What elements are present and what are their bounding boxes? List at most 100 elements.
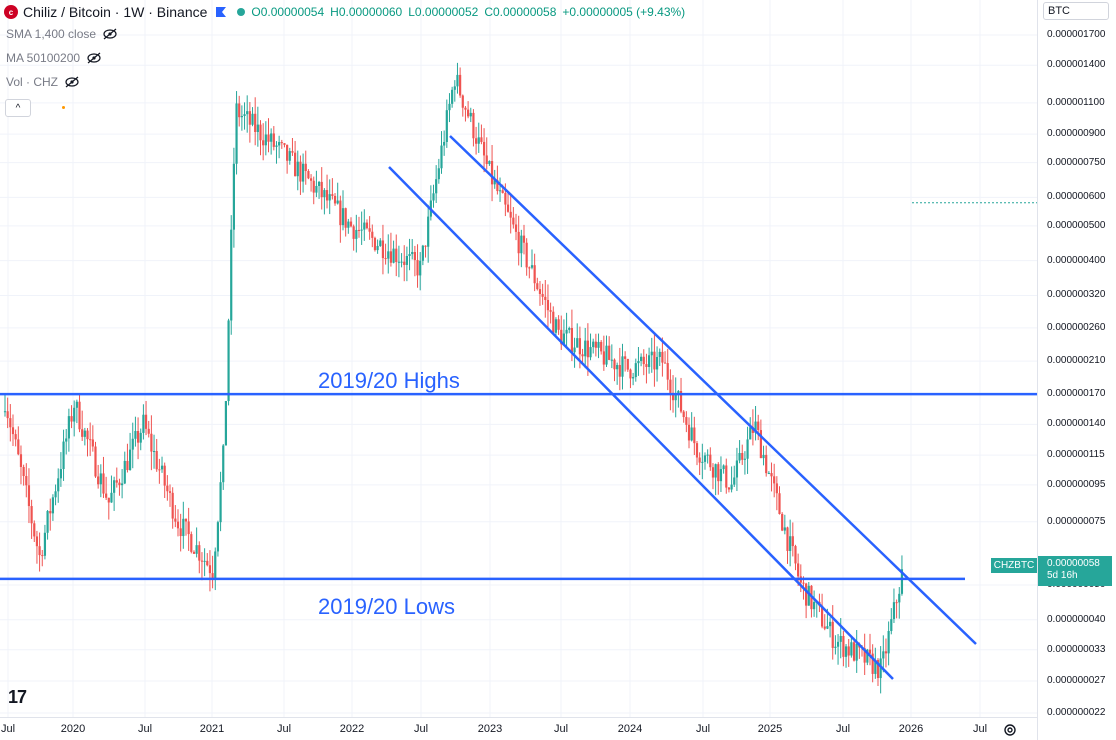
candle-body bbox=[144, 414, 148, 429]
candle-body bbox=[536, 283, 539, 290]
indicator-ma[interactable]: MA 50100200 bbox=[6, 51, 102, 65]
candle-body bbox=[235, 103, 238, 164]
candle-body bbox=[115, 480, 118, 483]
annotation-highs: 2019/20 Highs bbox=[318, 368, 460, 393]
candle-body bbox=[280, 142, 283, 144]
candle-body bbox=[166, 485, 169, 492]
candle-body bbox=[168, 491, 172, 493]
channel-lower-line bbox=[388, 166, 894, 680]
indicator-sma[interactable]: SMA 1,400 close bbox=[6, 27, 118, 41]
candle-body bbox=[286, 144, 289, 161]
candle-body bbox=[517, 231, 520, 254]
candle-body bbox=[474, 138, 478, 144]
candle-body bbox=[363, 222, 366, 230]
price-tick-label: 0.000001700 bbox=[1047, 29, 1106, 40]
candle-body bbox=[506, 204, 510, 212]
candle-body bbox=[570, 327, 574, 353]
candle-body bbox=[703, 455, 707, 462]
candle-body bbox=[538, 289, 542, 294]
candle-body bbox=[874, 659, 877, 674]
candle-body bbox=[767, 473, 770, 475]
settings-icon[interactable] bbox=[1003, 723, 1017, 737]
candle-body bbox=[624, 356, 627, 359]
candle-body bbox=[512, 217, 515, 225]
price-tick-label: 0.000000600 bbox=[1047, 191, 1106, 203]
candle-body bbox=[594, 341, 597, 348]
candle-body bbox=[158, 469, 161, 471]
candle-body bbox=[198, 545, 201, 561]
candle-body bbox=[243, 114, 246, 116]
time-tick-label: Jul bbox=[413, 723, 429, 735]
candle-body bbox=[608, 345, 611, 360]
candle-body bbox=[866, 649, 869, 663]
candle-body bbox=[605, 345, 608, 365]
candle-body bbox=[381, 240, 385, 259]
eye-hidden-icon[interactable] bbox=[86, 52, 102, 64]
candle-body bbox=[640, 356, 643, 362]
candle-body bbox=[30, 506, 33, 524]
price-axis[interactable]: 0.000001700 0.000001400 0.000001100 0.00000… bbox=[1037, 0, 1116, 740]
candle-body bbox=[75, 401, 78, 408]
candle-body bbox=[541, 293, 544, 297]
candle-body bbox=[182, 518, 185, 537]
candle-body bbox=[288, 151, 291, 161]
time-axis[interactable]: Jul 2020 Jul 2021 Jul 2022 Jul 2023 Jul 2024 Jul 20… bbox=[0, 717, 1037, 740]
candle-body bbox=[214, 551, 217, 579]
ohlc-close: C0.00000058 bbox=[484, 5, 557, 19]
candle-body bbox=[637, 361, 640, 364]
candle-body bbox=[464, 107, 467, 110]
time-tick-label: 2023 bbox=[477, 723, 503, 735]
candle-body bbox=[701, 461, 704, 463]
currency-button[interactable]: BTC bbox=[1043, 2, 1109, 20]
candle-body bbox=[315, 185, 318, 193]
price-chart[interactable] bbox=[0, 0, 1037, 717]
candle-body bbox=[238, 103, 241, 118]
candle-body bbox=[355, 229, 358, 239]
candle-body bbox=[325, 190, 329, 201]
eye-hidden-icon[interactable] bbox=[64, 76, 80, 88]
candle-body bbox=[722, 465, 725, 470]
candle-body bbox=[775, 483, 778, 494]
candle-body bbox=[413, 251, 416, 261]
candle-body bbox=[216, 522, 220, 552]
candle-body bbox=[629, 369, 632, 379]
candle-body bbox=[113, 480, 116, 493]
candle-body bbox=[738, 452, 741, 461]
candle-body bbox=[296, 161, 299, 177]
candle-body bbox=[562, 333, 566, 345]
indicator-volume[interactable]: Vol · CHZ bbox=[6, 75, 80, 89]
candle-body bbox=[267, 134, 270, 142]
candle-body bbox=[581, 354, 584, 357]
candle-body bbox=[770, 473, 773, 477]
candle-body bbox=[395, 248, 398, 263]
candle-body bbox=[118, 482, 121, 486]
price-tick-label: 0.000000040 bbox=[1047, 613, 1106, 625]
candle-body bbox=[855, 643, 858, 661]
candle-body bbox=[320, 181, 323, 198]
candle-body bbox=[754, 421, 757, 433]
candle-body bbox=[147, 428, 150, 434]
tradingview-logo[interactable]: 17 bbox=[8, 687, 27, 707]
candle-body bbox=[666, 363, 669, 380]
candle-body bbox=[421, 245, 424, 261]
candle-body bbox=[852, 642, 856, 661]
candle-body bbox=[602, 351, 605, 365]
candle-body bbox=[25, 476, 28, 486]
candle-body bbox=[826, 626, 829, 629]
chart-area[interactable] bbox=[0, 0, 1037, 717]
candle-body bbox=[307, 171, 310, 179]
price-tick-label: 0.000000400 bbox=[1047, 254, 1106, 266]
candle-body bbox=[65, 438, 68, 442]
candle-body bbox=[136, 431, 140, 443]
symbol-title[interactable]: Chiliz / Bitcoin · 1W · Binance bbox=[23, 4, 208, 20]
candle-body bbox=[557, 319, 560, 330]
candle-body bbox=[443, 141, 446, 146]
collapse-indicators-button[interactable]: ^ bbox=[5, 99, 31, 117]
candle-body bbox=[576, 338, 579, 348]
channel-upper-line bbox=[449, 135, 977, 645]
ohlc-open: O0.00000054 bbox=[251, 5, 325, 19]
eye-hidden-icon[interactable] bbox=[102, 28, 118, 40]
candle-body bbox=[81, 429, 84, 437]
flag-icon[interactable] bbox=[215, 6, 227, 18]
candle-body bbox=[43, 532, 47, 556]
